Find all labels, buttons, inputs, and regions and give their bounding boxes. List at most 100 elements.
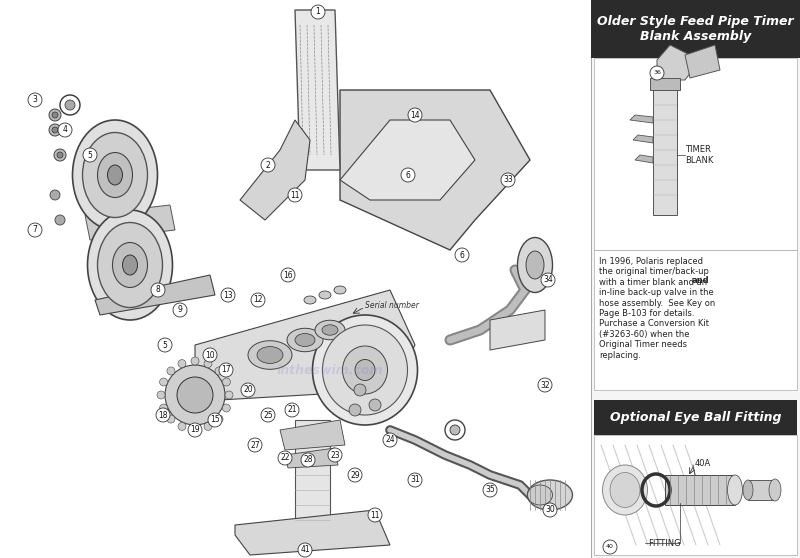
Text: 14: 14 xyxy=(410,110,420,119)
Circle shape xyxy=(178,422,186,430)
Circle shape xyxy=(54,149,66,161)
Circle shape xyxy=(401,168,415,182)
Circle shape xyxy=(204,359,212,368)
Text: 23: 23 xyxy=(330,450,340,459)
Polygon shape xyxy=(635,155,653,163)
Circle shape xyxy=(455,248,469,262)
Circle shape xyxy=(167,367,175,375)
Circle shape xyxy=(215,415,223,423)
Text: 30: 30 xyxy=(545,506,555,514)
Circle shape xyxy=(58,123,72,137)
Text: 11: 11 xyxy=(290,190,300,200)
Ellipse shape xyxy=(355,359,375,381)
Text: 18: 18 xyxy=(158,411,168,420)
Ellipse shape xyxy=(518,238,553,292)
Circle shape xyxy=(55,215,65,225)
Text: Optional Eye Ball Fitting: Optional Eye Ball Fitting xyxy=(610,411,782,424)
Circle shape xyxy=(261,408,275,422)
Circle shape xyxy=(203,348,217,362)
Circle shape xyxy=(501,173,515,187)
Polygon shape xyxy=(295,10,340,170)
Polygon shape xyxy=(340,90,530,250)
Circle shape xyxy=(173,303,187,317)
Text: 32: 32 xyxy=(540,381,550,389)
Text: 40: 40 xyxy=(606,545,614,550)
Ellipse shape xyxy=(727,475,742,505)
Ellipse shape xyxy=(315,320,345,340)
Text: 8: 8 xyxy=(156,286,160,295)
Circle shape xyxy=(603,540,617,554)
Ellipse shape xyxy=(527,480,573,510)
Text: 19: 19 xyxy=(190,426,200,435)
Text: 27: 27 xyxy=(250,440,260,450)
Text: 17: 17 xyxy=(221,365,231,374)
Circle shape xyxy=(288,188,302,202)
Text: 41: 41 xyxy=(300,546,310,555)
Ellipse shape xyxy=(82,132,147,218)
Circle shape xyxy=(49,109,61,121)
Text: 5: 5 xyxy=(162,340,167,349)
Circle shape xyxy=(50,190,60,200)
Ellipse shape xyxy=(107,165,122,185)
Circle shape xyxy=(151,283,165,297)
Polygon shape xyxy=(594,250,797,390)
Circle shape xyxy=(159,378,167,386)
Circle shape xyxy=(52,112,58,118)
Text: 1: 1 xyxy=(316,7,320,17)
Circle shape xyxy=(241,383,255,397)
Text: 36: 36 xyxy=(653,70,661,75)
Text: 9: 9 xyxy=(178,305,182,315)
Circle shape xyxy=(354,384,366,396)
Circle shape xyxy=(349,404,361,416)
Ellipse shape xyxy=(526,251,544,279)
Polygon shape xyxy=(591,0,800,58)
Circle shape xyxy=(445,420,465,440)
Polygon shape xyxy=(748,480,775,500)
Circle shape xyxy=(225,391,233,399)
Polygon shape xyxy=(195,290,415,400)
Circle shape xyxy=(311,5,325,19)
Polygon shape xyxy=(594,435,797,555)
Polygon shape xyxy=(685,45,720,78)
Ellipse shape xyxy=(73,120,158,230)
Circle shape xyxy=(208,413,222,427)
Circle shape xyxy=(219,363,233,377)
Polygon shape xyxy=(490,310,545,350)
Polygon shape xyxy=(95,275,215,315)
Circle shape xyxy=(165,365,225,425)
Circle shape xyxy=(159,404,167,412)
Circle shape xyxy=(483,483,497,497)
Ellipse shape xyxy=(610,473,640,507)
Ellipse shape xyxy=(322,325,407,415)
Text: 11: 11 xyxy=(370,511,380,519)
Ellipse shape xyxy=(87,210,173,320)
Circle shape xyxy=(65,100,75,110)
Circle shape xyxy=(167,415,175,423)
Circle shape xyxy=(177,377,213,413)
Text: intheswim.com: intheswim.com xyxy=(277,363,383,377)
Circle shape xyxy=(28,223,42,237)
Ellipse shape xyxy=(304,296,316,304)
Circle shape xyxy=(57,152,63,158)
Polygon shape xyxy=(665,475,735,505)
Polygon shape xyxy=(633,135,653,143)
Ellipse shape xyxy=(122,255,138,275)
Circle shape xyxy=(178,359,186,368)
Ellipse shape xyxy=(248,341,292,369)
Text: 15: 15 xyxy=(210,416,220,425)
Circle shape xyxy=(215,367,223,375)
Polygon shape xyxy=(594,400,797,435)
Polygon shape xyxy=(0,0,590,558)
Ellipse shape xyxy=(743,480,753,500)
Ellipse shape xyxy=(257,347,283,363)
Circle shape xyxy=(450,425,460,435)
Polygon shape xyxy=(594,58,797,250)
Circle shape xyxy=(650,66,664,80)
Text: 33: 33 xyxy=(503,176,513,185)
Ellipse shape xyxy=(113,243,147,287)
Ellipse shape xyxy=(527,485,553,505)
Circle shape xyxy=(348,468,362,482)
Text: 28: 28 xyxy=(303,455,313,464)
Text: 12: 12 xyxy=(254,296,262,305)
Ellipse shape xyxy=(98,152,133,198)
